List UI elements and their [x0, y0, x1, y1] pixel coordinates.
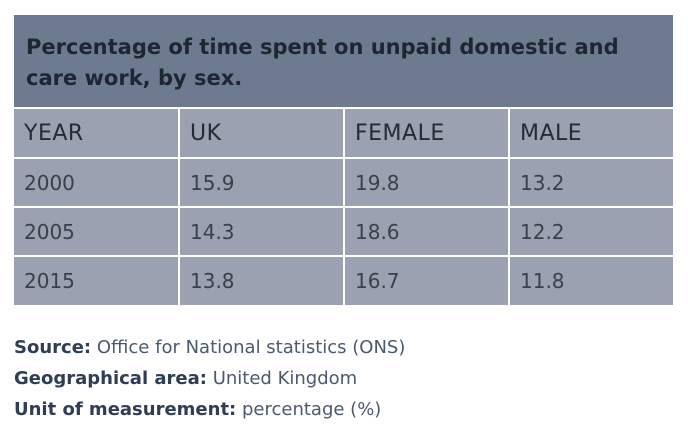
cell-female: 18.6: [343, 206, 510, 257]
column-header-uk: UK: [178, 109, 345, 158]
unit-label: Unit of measurement:: [14, 399, 237, 420]
source-label: Source:: [14, 337, 92, 358]
area-line: Geographical area: United Kingdom: [14, 363, 405, 394]
cell-year: 2000: [14, 157, 180, 208]
cell-uk: 15.9: [178, 157, 345, 208]
cell-female: 19.8: [343, 157, 510, 208]
unit-value: percentage (%): [241, 399, 382, 420]
cell-year: 2005: [14, 206, 180, 257]
column-header-female: FEMALE: [343, 109, 510, 158]
area-label: Geographical area:: [14, 368, 207, 389]
area-value: United Kingdom: [212, 368, 358, 389]
column-header-year: YEAR: [14, 109, 180, 158]
table-row: 2005 14.3 18.6 12.2: [14, 206, 673, 257]
unit-line: Unit of measurement: percentage (%): [14, 394, 405, 425]
table-header-row: YEAR UK FEMALE MALE: [14, 109, 673, 158]
cell-female: 16.7: [343, 255, 510, 305]
source-value: Office for National statistics (ONS): [96, 337, 406, 358]
table-row: 2015 13.8 16.7 11.8: [14, 255, 673, 305]
cell-year: 2015: [14, 255, 180, 305]
table-footnotes: Source: Office for National statistics (…: [14, 332, 405, 425]
cell-uk: 13.8: [178, 255, 345, 305]
table-title: Percentage of time spent on unpaid domes…: [14, 15, 673, 109]
column-header-male: MALE: [508, 109, 673, 158]
source-line: Source: Office for National statistics (…: [14, 332, 405, 363]
data-table: YEAR UK FEMALE MALE 2000 15.9 19.8 13.2 …: [14, 109, 673, 305]
cell-male: 11.8: [508, 255, 673, 305]
table-row: 2000 15.9 19.8 13.2: [14, 157, 673, 208]
statistics-table-panel: Percentage of time spent on unpaid domes…: [14, 15, 673, 305]
cell-uk: 14.3: [178, 206, 345, 257]
cell-male: 13.2: [508, 157, 673, 208]
cell-male: 12.2: [508, 206, 673, 257]
